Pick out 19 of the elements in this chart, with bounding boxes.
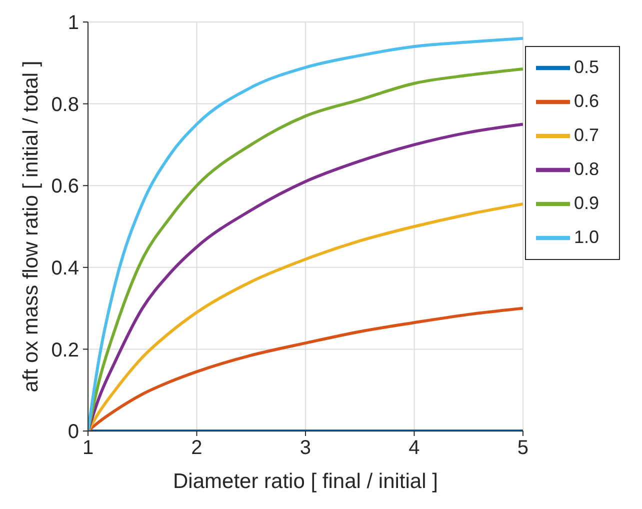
y-tick-label: 0	[68, 421, 79, 444]
legend-label: 0.9	[574, 192, 599, 213]
x-axis-title: Diameter ratio [ final / initial ]	[173, 470, 438, 493]
x-tick-label: 2	[191, 437, 202, 460]
y-tick-label: 1	[68, 12, 79, 34]
x-tick-label: 5	[517, 437, 529, 460]
y-tick-label: 0.6	[51, 176, 79, 198]
legend-label: 0.8	[574, 158, 599, 179]
x-tick-label: 1	[82, 437, 94, 460]
x-tick-label: 3	[300, 437, 312, 460]
legend-label: 1.0	[574, 226, 599, 247]
y-tick-label: 0.4	[51, 258, 79, 280]
y-axis-title: aft ox mass flow ratio [ initial / total ]	[19, 60, 42, 392]
legend-label: 0.7	[574, 124, 599, 145]
legend-label: 0.6	[574, 90, 599, 111]
y-tick-label: 0.8	[51, 94, 79, 116]
x-tick-label: 4	[408, 437, 420, 460]
y-tick-label: 0.2	[51, 339, 79, 362]
legend-label: 0.5	[574, 56, 599, 77]
